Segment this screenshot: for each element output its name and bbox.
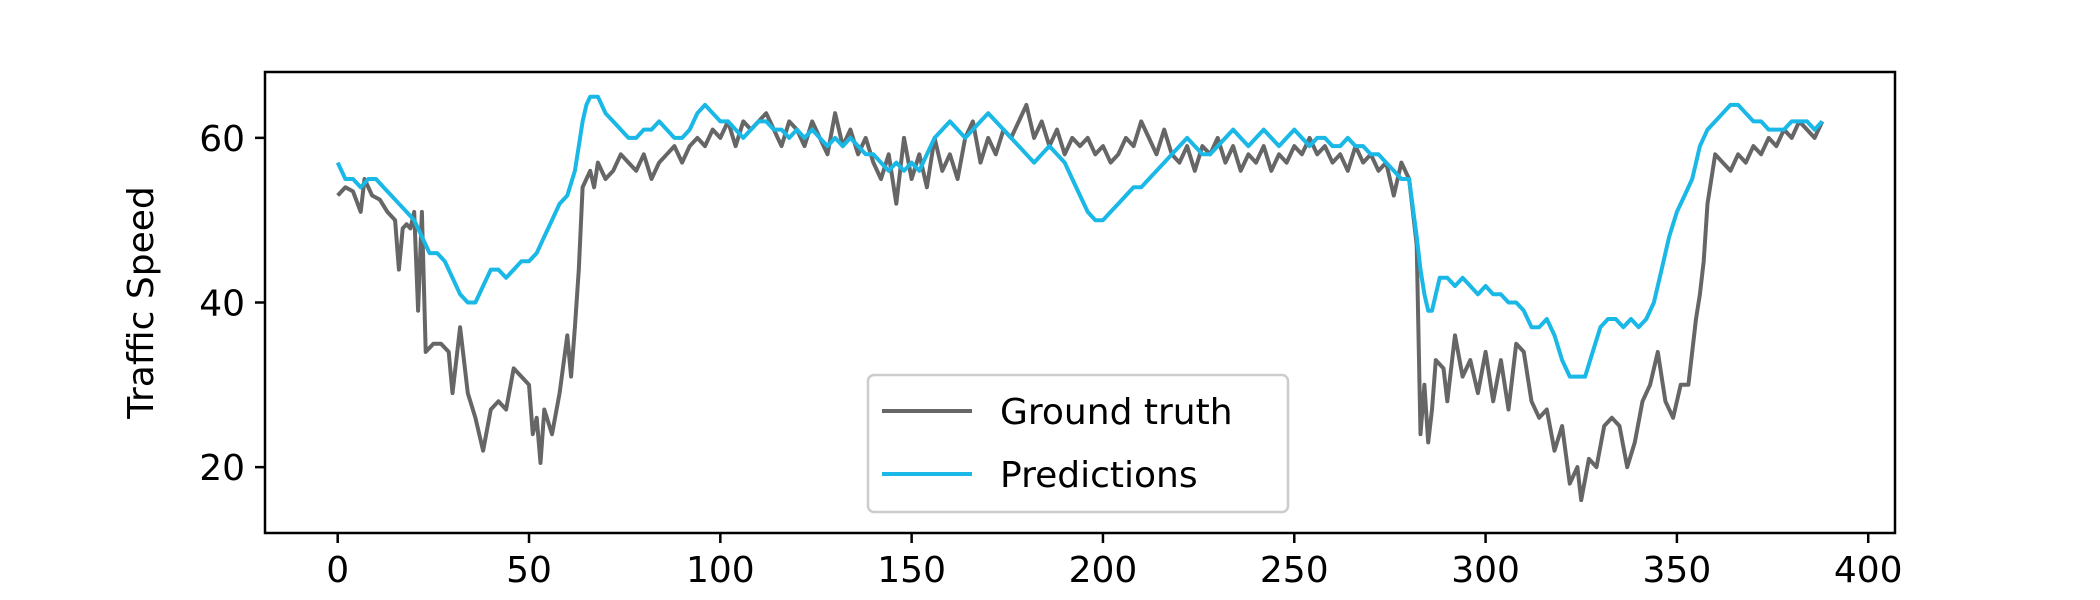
x-tick-label: 250	[1260, 550, 1329, 591]
x-tick-label: 400	[1834, 550, 1903, 591]
y-axis-label: Traffic Speed	[121, 186, 162, 419]
legend-label: Predictions	[1000, 455, 1198, 496]
y-tick-label: 60	[199, 119, 245, 160]
x-tick-label: 0	[326, 550, 349, 591]
y-tick-label: 40	[199, 284, 245, 325]
plot-frame	[263, 70, 1897, 535]
axis-ticks	[255, 136, 1870, 543]
x-tick-label: 200	[1069, 550, 1138, 591]
x-tick-label: 150	[877, 550, 946, 591]
legend-box	[866, 373, 1290, 514]
x-tick-labels: 0 50 100 150 200 250 300 350 400	[326, 550, 1902, 591]
x-tick-label: 300	[1451, 550, 1520, 591]
x-tick-label: 100	[686, 550, 755, 591]
series-line-ground-truth	[336, 102, 1825, 503]
y-tick-labels: 20 40 60	[199, 119, 245, 489]
x-tick-label: 350	[1643, 550, 1712, 591]
legend-label: Ground truth	[1000, 392, 1233, 433]
series-lines	[335, 94, 1825, 503]
series-line-predictions	[335, 94, 1824, 379]
y-tick-label: 20	[199, 448, 245, 489]
legend: Ground truth Predictions	[866, 373, 1290, 514]
x-tick-label: 50	[506, 550, 552, 591]
